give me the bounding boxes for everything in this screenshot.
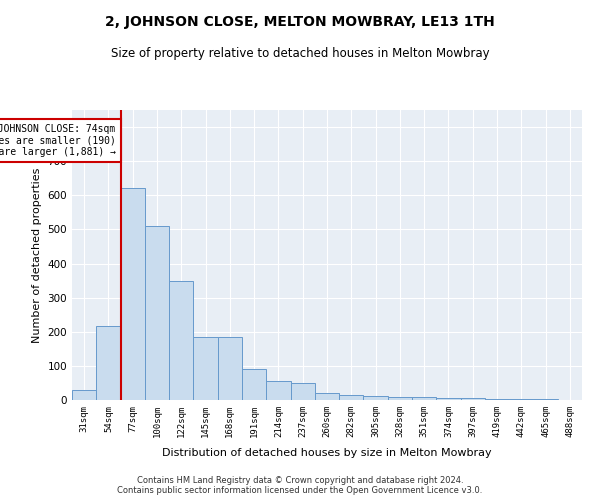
Text: 2 JOHNSON CLOSE: 74sqm
← 9% of detached houses are smaller (190)
90% of semi-det: 2 JOHNSON CLOSE: 74sqm ← 9% of detached … (0, 124, 116, 157)
Bar (218, 337, 242, 400)
X-axis label: Distribution of detached houses by size in Melton Mowbray: Distribution of detached houses by size … (162, 448, 492, 458)
Text: Size of property relative to detached houses in Melton Mowbray: Size of property relative to detached ho… (110, 48, 490, 60)
Bar (242, 370, 266, 400)
Bar (96, 326, 121, 400)
Bar (121, 188, 145, 400)
Bar (388, 396, 412, 400)
Bar (193, 337, 218, 400)
Text: Contains HM Land Registry data © Crown copyright and database right 2024.
Contai: Contains HM Land Registry data © Crown c… (118, 476, 482, 495)
Bar (339, 395, 364, 400)
Y-axis label: Number of detached properties: Number of detached properties (32, 168, 42, 342)
Bar (412, 398, 436, 400)
Bar (290, 383, 315, 400)
Bar (364, 396, 388, 400)
Bar (169, 280, 193, 400)
Text: 2, JOHNSON CLOSE, MELTON MOWBRAY, LE13 1TH: 2, JOHNSON CLOSE, MELTON MOWBRAY, LE13 1… (105, 15, 495, 29)
Bar (72, 390, 96, 400)
Bar (461, 398, 485, 400)
Bar (436, 398, 461, 400)
Bar (145, 226, 169, 400)
Bar (315, 393, 339, 400)
Bar (485, 399, 509, 400)
Bar (266, 381, 290, 400)
